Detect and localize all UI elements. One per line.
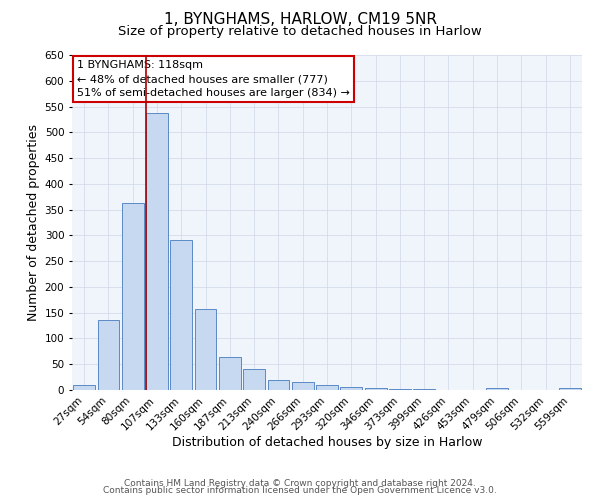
Text: 1, BYNGHAMS, HARLOW, CM19 5NR: 1, BYNGHAMS, HARLOW, CM19 5NR xyxy=(163,12,437,28)
X-axis label: Distribution of detached houses by size in Harlow: Distribution of detached houses by size … xyxy=(172,436,482,449)
Text: Contains public sector information licensed under the Open Government Licence v3: Contains public sector information licen… xyxy=(103,486,497,495)
Bar xyxy=(146,112,168,390)
Text: Contains HM Land Registry data © Crown copyright and database right 2024.: Contains HM Land Registry data © Crown c… xyxy=(124,478,476,488)
Bar xyxy=(170,240,192,390)
Bar xyxy=(97,320,119,390)
Bar xyxy=(194,308,217,390)
Bar xyxy=(219,356,241,390)
Text: Size of property relative to detached houses in Harlow: Size of property relative to detached ho… xyxy=(118,25,482,38)
Bar xyxy=(243,370,265,390)
Bar xyxy=(365,388,386,390)
Bar xyxy=(486,388,508,390)
Bar xyxy=(122,204,143,390)
Bar xyxy=(268,380,289,390)
Bar xyxy=(316,385,338,390)
Bar xyxy=(559,388,581,390)
Bar xyxy=(340,388,362,390)
Text: 1 BYNGHAMS: 118sqm
← 48% of detached houses are smaller (777)
51% of semi-detach: 1 BYNGHAMS: 118sqm ← 48% of detached hou… xyxy=(77,60,350,98)
Y-axis label: Number of detached properties: Number of detached properties xyxy=(28,124,40,321)
Bar xyxy=(292,382,314,390)
Bar xyxy=(73,385,95,390)
